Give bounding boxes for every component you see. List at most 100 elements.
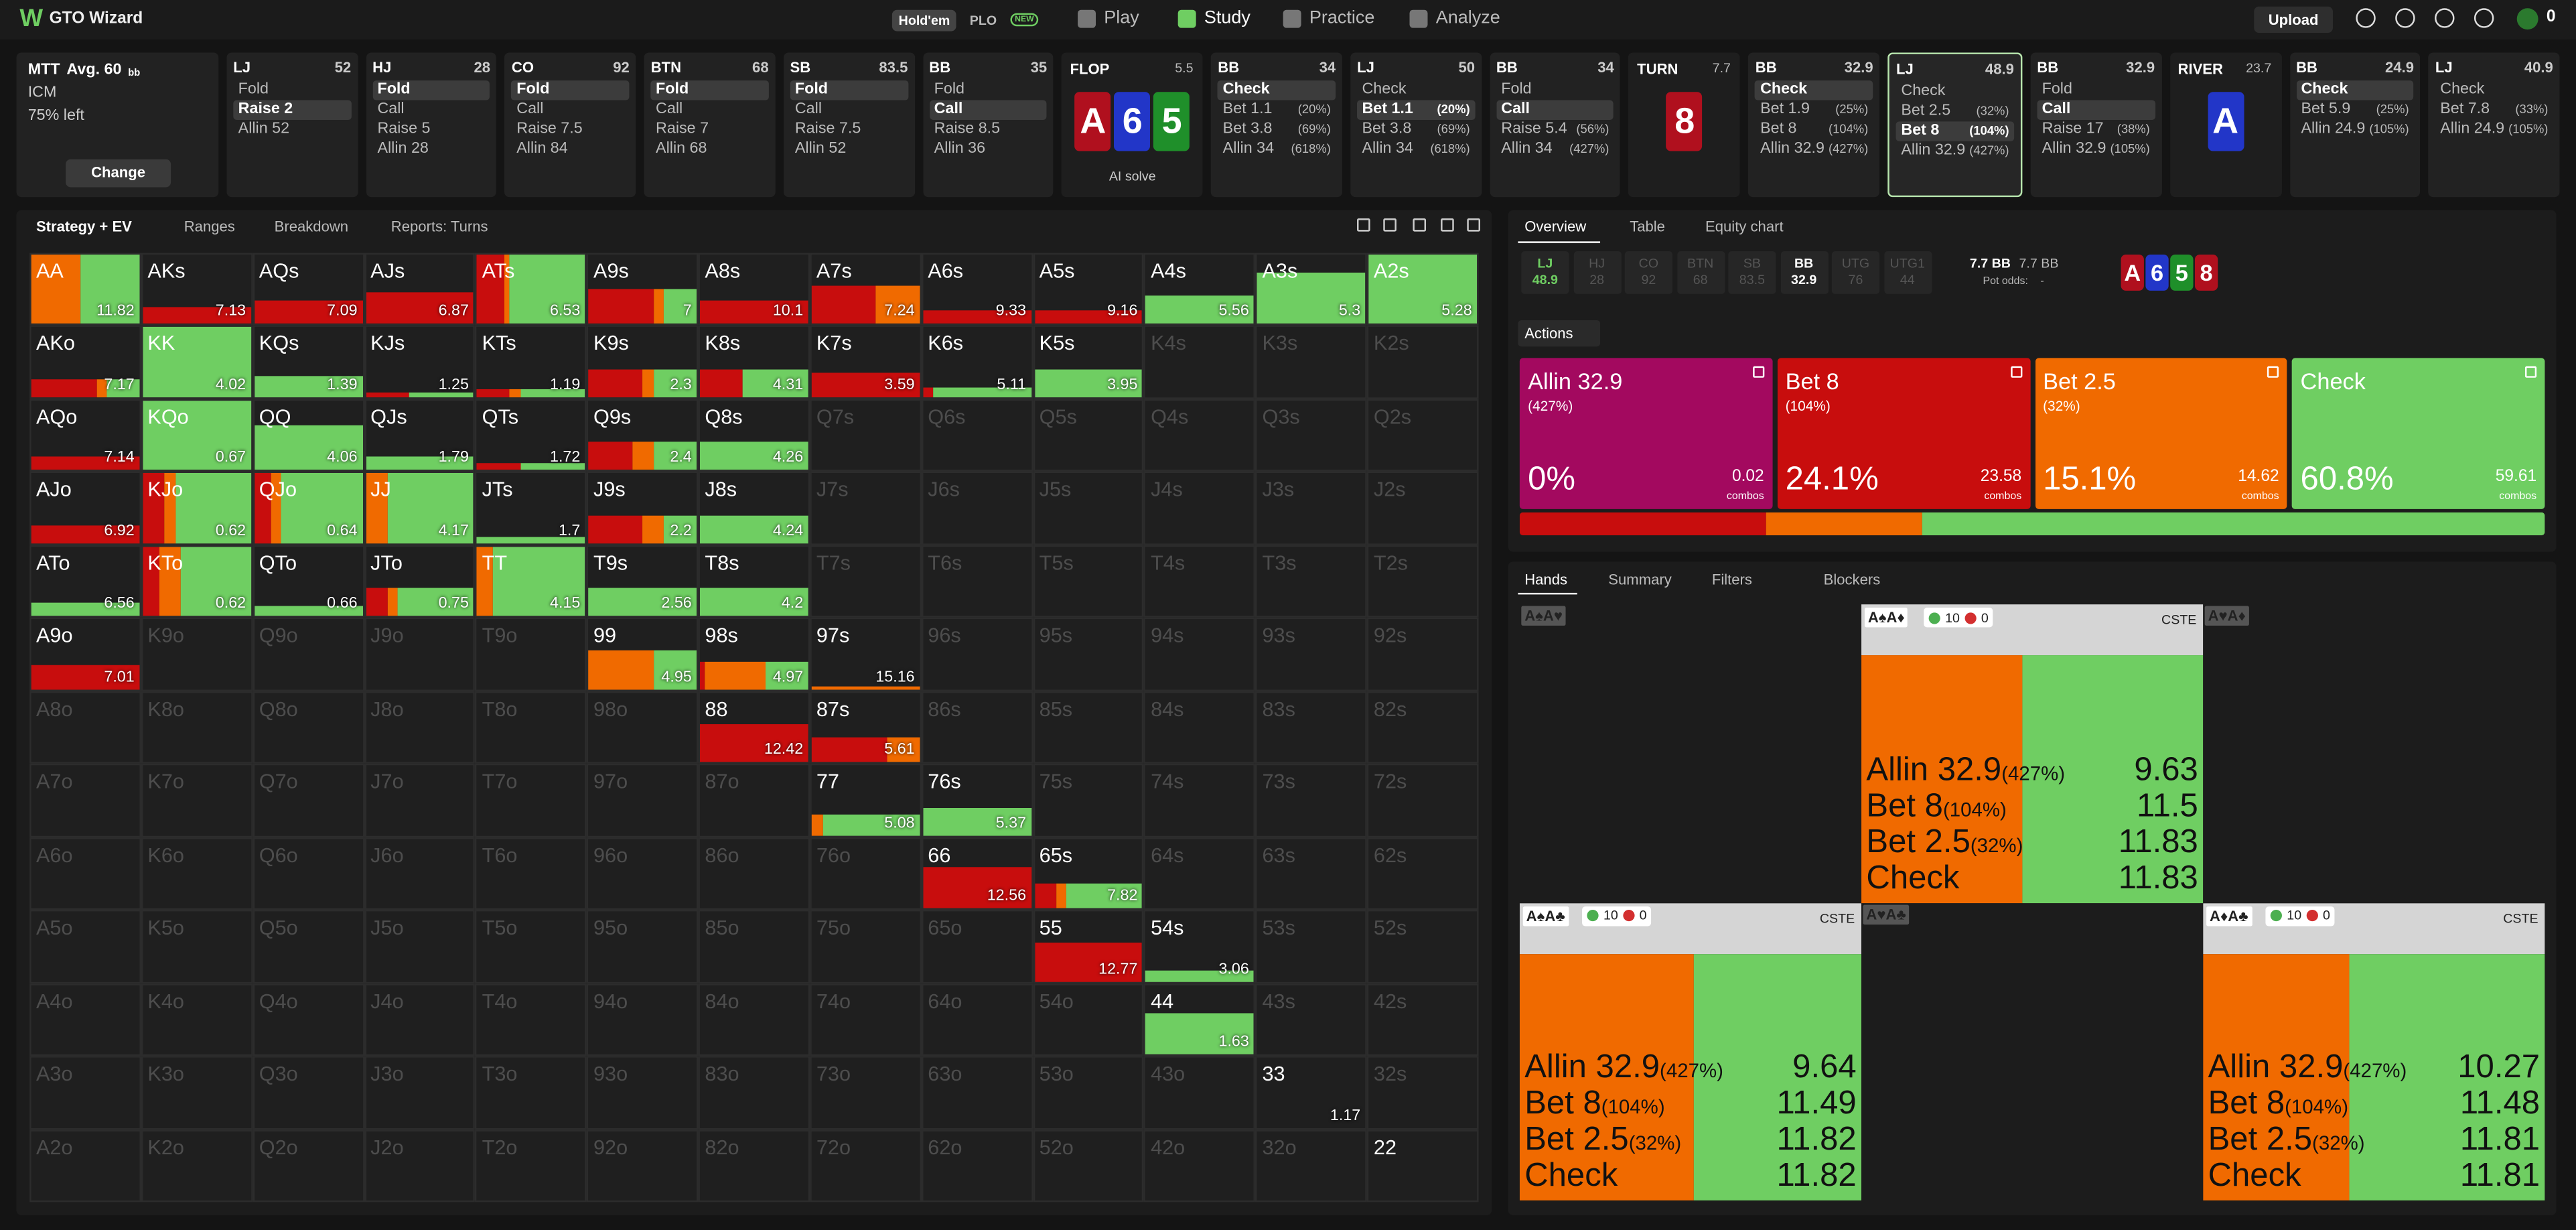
player-column[interactable]: BB 34 Check Bet 1.1 (20%) Bet 3.8 (69%) Allin 3… [1211, 52, 1343, 198]
hand-cell[interactable]: 43o [1144, 1056, 1256, 1130]
player-column[interactable]: CO 92 Fold Call Raise 7.5 Allin 84 [505, 52, 636, 198]
action-option[interactable]: Fold [372, 80, 491, 100]
player-column[interactable]: BB 34 Fold Call Raise 5.4 (56%) Allin 34 (427%) [1490, 52, 1621, 198]
hand-cell[interactable]: Q9s 2.4 [587, 399, 699, 472]
hand-cell[interactable]: T6o [475, 837, 587, 910]
hands-tab[interactable]: Filters [1711, 571, 1752, 588]
hand-cell[interactable]: J8o [364, 691, 476, 764]
action-option[interactable]: Call [2037, 100, 2155, 120]
hand-cell[interactable]: 55 12.77 [1032, 910, 1145, 983]
action-option[interactable]: Fold [790, 80, 908, 100]
strategy-tab[interactable]: Breakdown [274, 218, 349, 235]
nav-item[interactable]: Analyze [1435, 8, 1500, 28]
hand-cell[interactable]: Q3s [1255, 399, 1368, 472]
hand-cell[interactable]: 32o [1255, 1129, 1368, 1203]
hand-cell[interactable]: 75o [810, 910, 922, 983]
hand-cell[interactable]: QJs 1.79 [364, 399, 476, 472]
hand-cell[interactable]: AQo 7.14 [29, 399, 141, 472]
action-option[interactable]: Allin 24.9 (105%) [2296, 120, 2414, 139]
hand-cell[interactable]: J7o [364, 764, 476, 837]
hand-cell[interactable]: 65s 7.82 [1032, 837, 1145, 910]
hand-cell[interactable]: K7s 3.59 [810, 326, 922, 399]
hand-cell[interactable]: 33 1.17 [1255, 1056, 1368, 1130]
hand-cell[interactable]: AQs 7.09 [252, 253, 364, 326]
hand-cell[interactable]: 84s [1144, 691, 1256, 764]
nav-item[interactable]: Practice [1309, 8, 1375, 28]
view-icon[interactable] [1413, 218, 1427, 232]
action-box[interactable]: Bet 8 (104%) 24.1% 23.58 combos [1777, 358, 2030, 509]
hand-cell[interactable]: K4o [141, 983, 253, 1056]
hand-cell[interactable]: 43s [1255, 983, 1368, 1056]
hand-cell[interactable]: 52s [1367, 910, 1479, 983]
view-icon[interactable] [1441, 218, 1454, 232]
action-option[interactable]: Call [790, 100, 908, 120]
action-option[interactable]: Check [1357, 80, 1475, 100]
hand-cell[interactable]: 72o [810, 1129, 922, 1203]
player-column[interactable]: BB 35 Fold Call Raise 8.5 Allin 36 [922, 52, 1054, 198]
toolbar-icon[interactable] [2435, 8, 2455, 28]
hand-cell[interactable]: 53s [1255, 910, 1368, 983]
hand-cell[interactable]: K3o [141, 1056, 253, 1130]
action-option[interactable]: Allin 34 (618%) [1357, 139, 1475, 159]
overview-tab[interactable]: Overview [1524, 218, 1587, 235]
hand-cell[interactable]: 94o [587, 983, 699, 1056]
action-box[interactable]: Bet 2.5 (32%) 15.1% 14.62 combos [2034, 358, 2287, 509]
action-option[interactable]: Bet 7.8 (33%) [2435, 100, 2553, 120]
player-column[interactable]: HJ 28 Fold Call Raise 5 Allin 28 [366, 52, 497, 198]
player-column[interactable]: LJ 48.9 Check Bet 2.5 (32%) Bet 8 (104%) Allin … [1887, 52, 2023, 198]
hand-cell[interactable]: A3o [29, 1056, 141, 1130]
hands-tab[interactable]: Summary [1608, 571, 1672, 588]
overview-tab[interactable]: Table [1630, 218, 1665, 235]
hand-cell[interactable]: 93s [1255, 618, 1368, 691]
hand-cell[interactable]: T7s [810, 545, 922, 618]
hand-cell[interactable]: 95o [587, 910, 699, 983]
action-option[interactable]: Allin 32.9 (427%) [1896, 141, 2014, 161]
action-option[interactable]: Bet 2.5 (32%) [1896, 102, 2014, 121]
action-option[interactable]: Allin 36 [929, 139, 1047, 159]
hand-cell[interactable]: T4o [475, 983, 587, 1056]
hand-cell[interactable]: J6o [364, 837, 476, 910]
hand-cell[interactable]: A6s 9.33 [921, 253, 1033, 326]
hand-cell[interactable]: Q7s [810, 399, 922, 472]
hand-cell[interactable]: A7o [29, 764, 141, 837]
hand-cell[interactable]: 42o [1144, 1129, 1256, 1203]
hand-cell[interactable]: T8s 4.2 [698, 545, 810, 618]
hand-cell[interactable]: 88 12.42 [698, 691, 810, 764]
action-option[interactable]: Fold [650, 80, 769, 100]
hand-cell[interactable]: A2s 5.28 [1367, 253, 1479, 326]
hand-cell[interactable]: J8s 4.24 [698, 472, 810, 545]
view-icon[interactable] [1467, 218, 1480, 232]
mode-option[interactable]: Hold'em [891, 9, 957, 31]
hand-cell[interactable]: QTo 0.66 [252, 545, 364, 618]
hand-cell[interactable]: T3s [1255, 545, 1368, 618]
position-chip[interactable]: BTN 68 [1676, 251, 1725, 294]
hand-cell[interactable]: KTs 1.19 [475, 326, 587, 399]
hand-cell[interactable]: A8s 10.1 [698, 253, 810, 326]
action-option[interactable]: Bet 3.8 (69%) [1218, 120, 1336, 139]
hand-cell[interactable]: T5s [1032, 545, 1145, 618]
hand-cell[interactable]: K3s [1255, 326, 1368, 399]
hand-cell[interactable]: 83o [698, 1056, 810, 1130]
hand-cell[interactable]: Q4s [1144, 399, 1256, 472]
action-option[interactable]: Raise 7 [651, 120, 769, 139]
hand-cell[interactable]: T8o [475, 691, 587, 764]
hand-cell[interactable]: KK 4.02 [141, 326, 253, 399]
hand-cell[interactable]: ATo 6.56 [29, 545, 141, 618]
upload-button[interactable]: Upload [2254, 6, 2333, 33]
action-option[interactable]: Bet 5.9 (25%) [2296, 100, 2414, 120]
hand-cell[interactable]: 76o [810, 837, 922, 910]
hand-cell[interactable]: 97o [587, 764, 699, 837]
hand-cell[interactable]: 76s 5.37 [921, 764, 1033, 837]
combo-cell[interactable]: A♥A♦ [2203, 604, 2545, 902]
hand-cell[interactable]: 87o [698, 764, 810, 837]
action-option[interactable]: Fold [233, 80, 351, 100]
hand-cell[interactable]: J2o [364, 1129, 476, 1203]
action-option[interactable]: Fold [2037, 80, 2155, 100]
hand-cell[interactable]: 62s [1367, 837, 1479, 910]
hand-cell[interactable]: Q6o [252, 837, 364, 910]
hand-cell[interactable]: J2s [1367, 472, 1479, 545]
hand-cell[interactable]: 96s [921, 618, 1033, 691]
action-option[interactable]: Allin 34 (427%) [1496, 139, 1614, 159]
hand-cell[interactable]: T2s [1367, 545, 1479, 618]
action-option[interactable]: Bet 1.1 (20%) [1357, 100, 1476, 120]
